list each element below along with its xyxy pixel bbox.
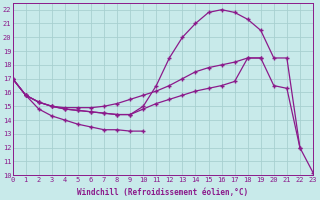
X-axis label: Windchill (Refroidissement éolien,°C): Windchill (Refroidissement éolien,°C)	[77, 188, 248, 197]
